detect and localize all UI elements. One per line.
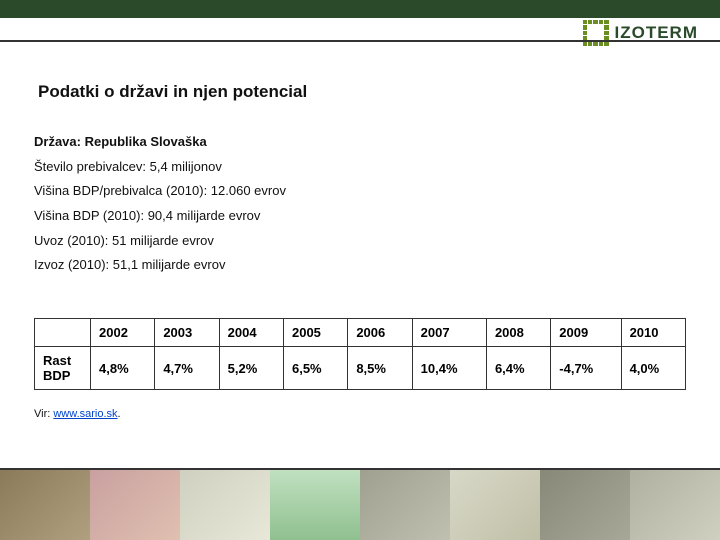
fact-import: Uvoz (2010): 51 milijarde evrov — [34, 229, 286, 254]
footer-tile — [450, 470, 540, 540]
table-cell: 6,4% — [486, 347, 550, 390]
table-row: Rast BDP 4,8% 4,7% 5,2% 6,5% 8,5% 10,4% … — [35, 347, 686, 390]
fact-country: Država: Republika Slovaška — [34, 130, 286, 155]
table-header: 2006 — [348, 319, 412, 347]
table-row-label: Rast BDP — [35, 347, 91, 390]
facts-block: Država: Republika Slovaška Število prebi… — [34, 130, 286, 278]
source-suffix: . — [118, 408, 121, 420]
footer-tile — [270, 470, 360, 540]
table-header: 2009 — [551, 319, 621, 347]
table-header: 2002 — [91, 319, 155, 347]
source-prefix: Vir: — [34, 408, 53, 420]
footer-tile — [0, 470, 90, 540]
table-cell: 6,5% — [283, 347, 347, 390]
footer-tile — [360, 470, 450, 540]
fact-gdp: Višina BDP (2010): 90,4 milijarde evrov — [34, 204, 286, 229]
table-cell: 4,7% — [155, 347, 219, 390]
header-rule — [0, 40, 720, 42]
table-header: 2007 — [412, 319, 486, 347]
table-header: 2005 — [283, 319, 347, 347]
table-cell: 5,2% — [219, 347, 283, 390]
header-bar — [0, 0, 720, 18]
page-title: Podatki o državi in njen potencial — [38, 82, 307, 102]
table-corner-cell — [35, 319, 91, 347]
footer-image-strip — [0, 468, 720, 540]
source-line: Vir: www.sario.sk. — [34, 408, 121, 420]
table-header-row: 2002 2003 2004 2005 2006 2007 2008 2009 … — [35, 319, 686, 347]
table-cell: -4,7% — [551, 347, 621, 390]
growth-table: 2002 2003 2004 2005 2006 2007 2008 2009 … — [34, 318, 686, 390]
table-cell: 4,8% — [91, 347, 155, 390]
table-cell: 10,4% — [412, 347, 486, 390]
table-header: 2010 — [621, 319, 685, 347]
fact-export: Izvoz (2010): 51,1 milijarde evrov — [34, 253, 286, 278]
footer-tile — [180, 470, 270, 540]
table-header: 2008 — [486, 319, 550, 347]
footer-tile — [90, 470, 180, 540]
table-cell: 8,5% — [348, 347, 412, 390]
footer-tile — [540, 470, 630, 540]
footer-tile — [630, 470, 720, 540]
table-cell: 4,0% — [621, 347, 685, 390]
logo: IZOTERM — [583, 20, 699, 46]
table-header: 2004 — [219, 319, 283, 347]
source-link[interactable]: www.sario.sk — [53, 408, 117, 420]
fact-gdp-per-capita: Višina BDP/prebivalca (2010): 12.060 evr… — [34, 179, 286, 204]
logo-icon — [583, 20, 609, 46]
table-header: 2003 — [155, 319, 219, 347]
fact-population: Število prebivalcev: 5,4 milijonov — [34, 155, 286, 180]
